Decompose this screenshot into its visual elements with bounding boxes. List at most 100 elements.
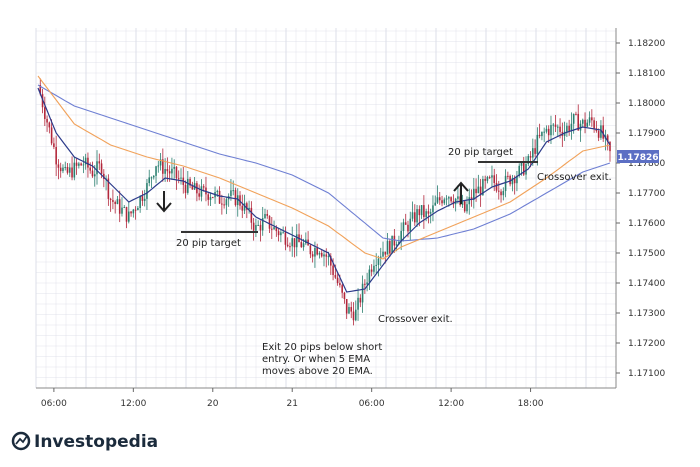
candle-down [246, 203, 248, 210]
candle-down [479, 186, 482, 196]
candle-up [527, 156, 530, 164]
candle-up [291, 238, 294, 247]
candle-up [273, 227, 275, 230]
candle-down [259, 224, 262, 231]
candle-up [402, 222, 405, 231]
candle-up [409, 218, 412, 232]
candle-up [395, 244, 398, 246]
candle-up [550, 125, 552, 136]
candle-down [384, 251, 387, 255]
current-price-badge [617, 150, 659, 163]
candle-down [339, 283, 341, 286]
candle-down [609, 141, 611, 152]
candle-down [470, 197, 473, 200]
candle-up [261, 218, 264, 231]
brand-logo-icon [11, 431, 31, 451]
candle-up [545, 128, 548, 132]
candle-down [57, 164, 60, 168]
candle-down [450, 197, 452, 202]
y-tick-label: 1.18000 [628, 99, 665, 109]
candle-down [289, 246, 291, 248]
candle-up [586, 122, 589, 127]
candle-down [311, 254, 314, 257]
candle-up [572, 113, 575, 124]
candle-down [352, 311, 355, 321]
candle-up [477, 186, 480, 194]
y-tick-label: 1.17300 [628, 309, 665, 319]
candle-up [354, 309, 357, 321]
candle-down [284, 232, 287, 245]
up-arrow-icon [453, 181, 469, 204]
candle-up [327, 256, 330, 258]
candle-down [584, 119, 586, 127]
y-axis-ticks: 1.18200 1.18100 1.18000 1.17900 1.17800 1.177… [616, 39, 665, 379]
candle-down [130, 211, 132, 214]
candle-down [575, 113, 577, 115]
candle-up [96, 161, 98, 175]
candle-down [112, 199, 114, 202]
candle-up [466, 204, 468, 212]
candle-up [448, 197, 450, 199]
candle-down [606, 135, 609, 142]
candle-down [336, 277, 339, 284]
candle-up [236, 195, 239, 206]
candle-up [116, 199, 119, 205]
candle-up [491, 175, 493, 178]
candle-down [441, 200, 443, 204]
candle-up [282, 232, 284, 234]
candle-up [123, 207, 126, 209]
exit-note-line-2: entry. Or when 5 EMA [262, 354, 370, 365]
candle-down [389, 240, 391, 254]
candle-up [361, 283, 364, 303]
long-target-label: 20 pip target [448, 147, 513, 158]
candle-down [393, 235, 396, 246]
candle-up [295, 234, 298, 248]
candle-up [443, 199, 446, 204]
candle-up [225, 199, 228, 206]
candle-down [593, 120, 595, 129]
candle-down [507, 175, 509, 177]
down-arrow-icon [156, 191, 172, 213]
candle-up [368, 269, 371, 283]
candle-up [504, 175, 507, 192]
ema-5-line [37, 87, 611, 293]
candle-down [359, 297, 362, 303]
x-tick-label: 06:00 [359, 399, 385, 409]
candle-down [316, 247, 318, 255]
candle-down [191, 185, 194, 190]
candle-up [93, 174, 96, 177]
candle-up [323, 254, 325, 257]
candle-up [536, 134, 539, 154]
candle-down [98, 161, 101, 164]
candle-up [420, 205, 423, 216]
candle-down [89, 167, 92, 171]
candle-up [127, 211, 130, 222]
candle-up [600, 125, 602, 138]
candle-down [559, 126, 561, 132]
candle-up [148, 177, 151, 184]
candle-up [146, 183, 148, 199]
candle-up [230, 190, 232, 197]
candle-up [180, 177, 182, 179]
candle-down [300, 242, 303, 248]
candle-up [257, 224, 259, 226]
x-tick-label: 12:00 [120, 399, 146, 409]
candle-down [330, 256, 332, 266]
crossover-exit-label-1: Crossover exit. [378, 314, 453, 325]
candle-up [570, 123, 573, 131]
candle-down [59, 167, 62, 172]
candle-up [445, 198, 448, 200]
candle-down [591, 117, 593, 121]
y-tick-label: 1.18100 [628, 69, 665, 79]
candle-down [114, 201, 116, 205]
candle-up [348, 307, 350, 314]
candle-down [522, 161, 525, 175]
candle-up [457, 196, 459, 199]
candle-down [423, 205, 425, 218]
x-tick-label: 20 [207, 399, 219, 409]
candle-down [241, 205, 244, 211]
candle-up [143, 198, 146, 201]
candle-down [270, 228, 273, 230]
